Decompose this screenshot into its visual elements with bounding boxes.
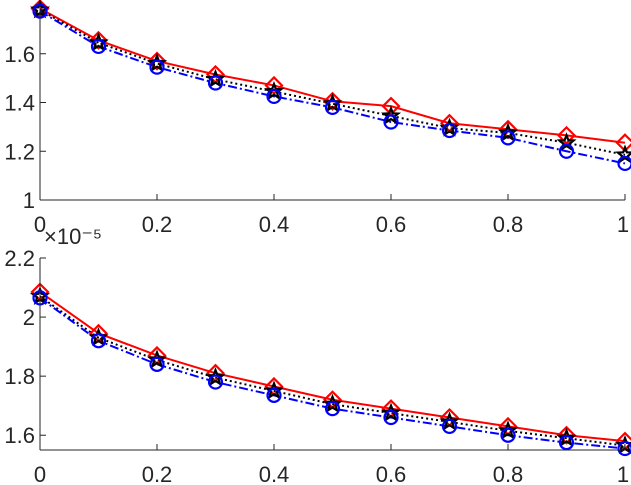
- x-tick-label: 0.2: [142, 212, 173, 237]
- data-point-blue-circle: [90, 38, 107, 55]
- y-tick-label: 1: [23, 188, 35, 213]
- data-point-blue-circle: [383, 409, 399, 426]
- y-tick-label: 1.8: [4, 364, 35, 389]
- data-point-black-star: [556, 427, 577, 447]
- data-point-black-star: [497, 122, 519, 142]
- y-tick-label: 1.6: [4, 423, 35, 448]
- data-point-blue-circle: [324, 401, 341, 417]
- data-point-black-star: [146, 52, 168, 73]
- data-point-blue-circle: [266, 88, 282, 105]
- top-subplot: 0 0.2 0.4 0.6 0.8 1 1 1.2 1.4 1.6: [4, 0, 631, 237]
- series-line-black-star: [39, 295, 626, 447]
- data-point-red-diamond: [615, 133, 631, 153]
- x-tick-label: 0.8: [493, 462, 524, 485]
- y-tick-label: 1.2: [4, 139, 35, 164]
- data-point-red-diamond: [88, 30, 109, 50]
- y-tick-label: 1.4: [4, 91, 35, 116]
- data-point-blue-circle: [500, 427, 516, 443]
- data-point-blue-circle: [149, 356, 165, 372]
- data-point-black-star: [439, 411, 460, 431]
- data-point-blue-circle: [500, 130, 516, 146]
- data-point-blue-circle: [617, 440, 631, 457]
- data-point-black-star: [205, 367, 226, 387]
- series-line-red-diamond: [39, 7, 626, 144]
- data-point-black-star: [614, 144, 631, 164]
- data-point-black-star: [380, 105, 402, 125]
- data-point-red-diamond: [556, 125, 577, 145]
- data-point-blue-circle: [90, 333, 107, 349]
- data-point-blue-circle: [441, 418, 458, 434]
- x-tick-label: 1: [617, 212, 629, 237]
- data-point-blue-circle: [558, 435, 575, 451]
- x-tick-label: 0.8: [493, 212, 524, 237]
- data-point-red-diamond: [381, 96, 401, 116]
- data-point-blue-circle: [383, 114, 399, 130]
- data-point-red-diamond: [556, 425, 577, 445]
- x-tick-label: 0.4: [259, 212, 290, 237]
- data-point-blue-circle: [207, 75, 224, 91]
- series-line-blue-circle: [39, 10, 626, 165]
- data-point-black-star: [556, 132, 577, 152]
- data-point-blue-circle: [617, 155, 631, 172]
- x-tick-label: 1: [617, 462, 629, 485]
- x-tick-label: 0.6: [376, 462, 407, 485]
- data-point-black-star: [88, 32, 109, 52]
- data-point-black-star: [146, 349, 168, 369]
- data-point-black-star: [322, 93, 343, 113]
- data-point-blue-circle: [207, 374, 224, 390]
- data-point-black-star: [380, 402, 402, 422]
- data-point-black-star: [205, 68, 226, 88]
- data-point-black-star: [263, 80, 285, 101]
- data-point-blue-circle: [558, 143, 575, 159]
- y-tick-label: 1.6: [4, 42, 35, 67]
- series-line-blue-circle: [39, 297, 626, 450]
- data-point-blue-circle: [149, 59, 165, 75]
- exponent-label: ×10⁻⁵: [44, 224, 102, 249]
- y-tick-label: 2.2: [4, 246, 35, 271]
- data-point-black-star: [322, 393, 343, 413]
- x-tick-label: 0: [34, 462, 46, 485]
- x-tick-label: 0.2: [142, 462, 173, 485]
- data-point-black-star: [263, 380, 285, 400]
- data-point-black-star: [497, 420, 519, 440]
- data-point-blue-circle: [266, 387, 282, 403]
- data-point-red-diamond: [322, 91, 343, 111]
- data-point-blue-circle: [441, 122, 458, 139]
- series-line-red-diamond: [39, 291, 626, 443]
- data-point-blue-circle: [324, 99, 341, 115]
- x-tick-label: 0: [34, 212, 46, 237]
- x-tick-label: 0.4: [259, 462, 290, 485]
- y-tick-label: 2: [23, 305, 35, 330]
- x-tick-label: 0.6: [376, 212, 407, 237]
- data-point-red-diamond: [147, 51, 167, 71]
- bottom-subplot: 0 0.2 0.4 0.6 0.8 1 1.6 1.8 2 2.2 ×10⁻⁵: [4, 224, 631, 485]
